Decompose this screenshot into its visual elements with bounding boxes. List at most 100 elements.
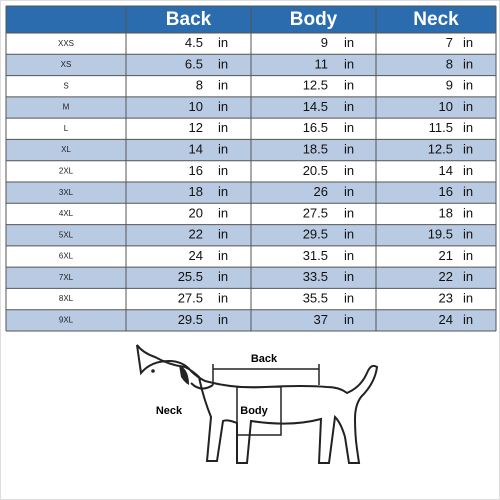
size-label: 8XL: [59, 294, 74, 303]
measurement: 12.5: [428, 142, 453, 157]
measurement: 27.5: [178, 291, 203, 306]
size-label: 4XL: [59, 209, 74, 218]
unit: in: [344, 269, 354, 284]
unit: in: [344, 163, 354, 178]
body-label: Body: [240, 405, 268, 417]
dog-diagram: Back Body Neck: [136, 344, 379, 464]
unit: in: [463, 78, 473, 93]
unit: in: [218, 291, 228, 306]
column-header: Body: [290, 9, 338, 30]
unit: in: [463, 56, 473, 71]
column-header: Back: [166, 9, 212, 30]
unit: in: [344, 120, 354, 135]
size-label: XS: [61, 60, 72, 69]
unit: in: [344, 184, 354, 199]
measurement: 10: [439, 99, 453, 114]
unit: in: [218, 269, 228, 284]
unit: in: [463, 99, 473, 114]
measurement: 11.5: [429, 120, 453, 135]
measurement: 29.5: [303, 227, 328, 242]
measurement: 18: [439, 205, 453, 220]
size-label: XXS: [58, 39, 74, 48]
unit: in: [218, 205, 228, 220]
unit: in: [344, 205, 354, 220]
unit: in: [218, 35, 228, 50]
measurement: 10: [189, 99, 203, 114]
unit: in: [463, 248, 473, 263]
unit: in: [218, 184, 228, 199]
neck-label: Neck: [156, 405, 183, 417]
measurement: 9: [446, 78, 453, 93]
measurement: 19.5: [428, 227, 453, 242]
measurement: 8: [196, 78, 203, 93]
measurement: 22: [189, 227, 203, 242]
measurement: 16: [439, 184, 453, 199]
unit: in: [344, 227, 354, 242]
size-label: S: [63, 81, 68, 90]
measurement: 6.5: [185, 56, 203, 71]
size-label: 6XL: [59, 252, 74, 261]
measurement: 14.5: [303, 99, 328, 114]
unit: in: [218, 142, 228, 157]
measurement: 18: [189, 184, 203, 199]
unit: in: [344, 99, 354, 114]
unit: in: [463, 142, 473, 157]
unit: in: [463, 291, 473, 306]
unit: in: [463, 163, 473, 178]
unit: in: [463, 269, 473, 284]
size-label: 7XL: [59, 273, 74, 282]
measurement: 24: [439, 312, 453, 327]
unit: in: [218, 248, 228, 263]
unit: in: [344, 248, 354, 263]
dog-eye: [151, 369, 155, 373]
measurement: 21: [439, 248, 453, 263]
back-label: Back: [251, 353, 278, 365]
size-label: 9XL: [59, 315, 74, 324]
unit: in: [344, 56, 354, 71]
measurement: 11: [315, 56, 329, 71]
measurement: 8: [446, 56, 453, 71]
measurement: 35.5: [303, 291, 328, 306]
measurement: 25.5: [178, 269, 203, 284]
measurement: 29.5: [178, 312, 203, 327]
unit: in: [463, 184, 473, 199]
unit: in: [463, 227, 473, 242]
unit: in: [463, 205, 473, 220]
collar: [190, 382, 214, 390]
measurement: 14: [439, 163, 453, 178]
measurement: 9: [321, 35, 328, 50]
body-marker: [236, 386, 282, 436]
dog-ear: [179, 365, 189, 385]
measurement: 14: [189, 142, 203, 157]
unit: in: [218, 312, 228, 327]
unit: in: [218, 56, 228, 71]
unit: in: [218, 99, 228, 114]
measurement: 20.5: [303, 163, 328, 178]
size-label: M: [63, 103, 70, 112]
size-label: L: [64, 124, 69, 133]
unit: in: [344, 291, 354, 306]
unit: in: [218, 78, 228, 93]
size-label: 2XL: [59, 166, 74, 175]
measurement: 27.5: [303, 205, 328, 220]
measurement: 33.5: [303, 269, 328, 284]
unit: in: [463, 120, 473, 135]
column-header: Neck: [413, 9, 459, 30]
size-label: 3XL: [59, 188, 74, 197]
unit: in: [463, 312, 473, 327]
measurement: 22: [439, 269, 453, 284]
size-label: XL: [61, 145, 71, 154]
measurement: 16: [189, 163, 203, 178]
measurement: 20: [189, 205, 203, 220]
measurement: 12: [189, 120, 203, 135]
unit: in: [344, 312, 354, 327]
measurement: 18.5: [303, 142, 328, 157]
measurement: 31.5: [303, 248, 328, 263]
unit: in: [344, 78, 354, 93]
measurement: 23: [439, 291, 453, 306]
unit: in: [218, 227, 228, 242]
unit: in: [463, 35, 473, 50]
measurement: 12.5: [303, 78, 328, 93]
